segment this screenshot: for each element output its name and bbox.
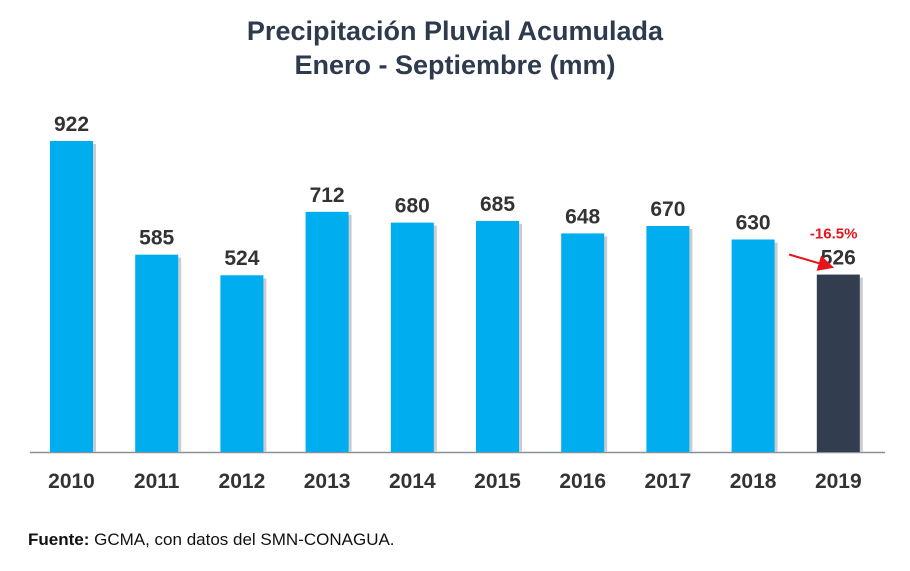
x-tick-label-2012: 2012 (219, 470, 266, 493)
bar-2014 (390, 222, 434, 452)
x-tick-label-2015: 2015 (474, 470, 521, 493)
data-label-2013: 712 (310, 184, 345, 207)
data-label-2010: 922 (54, 113, 89, 136)
annotation-label: -16.5% (810, 225, 858, 242)
data-label-2011: 585 (139, 227, 174, 250)
x-tick-label-2018: 2018 (730, 470, 777, 493)
x-tick-label-2016: 2016 (559, 470, 606, 493)
data-label-2016: 648 (565, 205, 600, 228)
bar-2013 (305, 211, 349, 452)
bar-2012 (220, 275, 264, 452)
bar-2010 (50, 141, 93, 452)
x-tick-label-2019: 2019 (815, 470, 862, 493)
chart-title: Precipitación Pluvial Acumulada (246, 16, 664, 46)
x-tick-label-2017: 2017 (645, 470, 692, 493)
data-label-2015: 685 (480, 193, 515, 216)
source-note: Fuente: GCMA, con datos del SMN-CONAGUA. (28, 530, 395, 550)
bar-2016 (561, 233, 605, 452)
bar-2017 (646, 226, 690, 452)
bar-2011 (135, 254, 179, 452)
bar-2015 (476, 220, 519, 452)
bar-2018 (731, 239, 775, 452)
chart-subtitle: Enero - Septiembre (mm) (294, 50, 616, 80)
x-tick-label-2011: 2011 (134, 470, 180, 493)
x-tick-label-2014: 2014 (389, 470, 436, 493)
source-label: Fuente: (28, 530, 90, 549)
data-label-2017: 670 (650, 198, 685, 221)
x-tick-label-2013: 2013 (304, 470, 351, 493)
data-label-2012: 524 (224, 247, 259, 270)
annotation-arrow (788, 253, 835, 271)
data-label-2014: 680 (395, 195, 430, 218)
bar-2019 (816, 274, 860, 452)
source-text: GCMA, con datos del SMN-CONAGUA. (89, 530, 395, 549)
x-tick-label-2010: 2010 (48, 470, 95, 493)
data-label-2018: 630 (736, 211, 771, 234)
